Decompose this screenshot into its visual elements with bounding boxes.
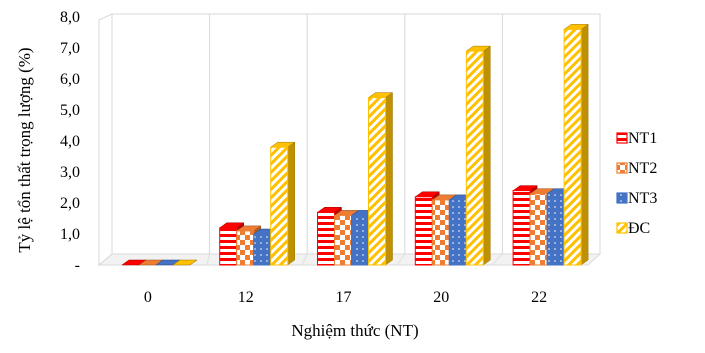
y-tick-label: 1,0 <box>60 226 80 243</box>
gridlines <box>206 14 503 266</box>
bar-front <box>465 50 484 266</box>
bar-front <box>253 233 272 266</box>
bar-front <box>317 211 335 266</box>
y-tick-label: 5,0 <box>60 102 80 119</box>
y-tick-label: 8,0 <box>60 9 80 26</box>
bar-front <box>448 199 467 266</box>
bar-front <box>563 28 582 266</box>
y-tick-label: 3,0 <box>60 164 80 181</box>
y-tick-label: - <box>75 257 80 274</box>
x-tick-label: 17 <box>336 289 352 306</box>
bar-top <box>172 259 198 266</box>
bar <box>367 92 394 266</box>
bar-front <box>236 230 255 266</box>
bar-side <box>385 92 393 266</box>
legend-label: ĐC <box>628 220 650 237</box>
legend-swatch <box>616 192 628 204</box>
y-tick-label: 6,0 <box>60 71 80 88</box>
floor-gridline <box>491 253 503 266</box>
x-axis-ticks: 0 12 17 20 22 <box>144 289 547 306</box>
legend-item: ĐC <box>616 220 650 237</box>
legend-swatch <box>616 132 628 144</box>
legend-label: NT1 <box>628 130 657 147</box>
x-axis-title: Nghiệm thức (NT) <box>291 321 418 340</box>
floor-gridline <box>396 253 406 266</box>
legend-swatch <box>616 222 628 234</box>
bars <box>121 23 589 266</box>
bar-side <box>287 141 295 266</box>
bar-front <box>529 193 548 266</box>
plot-side-wall <box>98 13 113 267</box>
bar-front <box>334 214 352 266</box>
bar-front <box>219 227 238 266</box>
floor-gridline <box>301 253 308 266</box>
bar-front <box>270 146 289 266</box>
bar-side <box>580 23 589 266</box>
bar-front <box>512 190 531 266</box>
x-tick-label: 22 <box>531 289 547 306</box>
legend-swatch <box>616 162 628 174</box>
bar <box>563 23 589 266</box>
bar <box>172 259 198 266</box>
bar-front <box>414 196 433 266</box>
bar-front <box>431 199 450 266</box>
legend-label: NT3 <box>628 190 657 207</box>
y-tick-label: 7,0 <box>60 40 80 57</box>
x-tick-label: 20 <box>433 289 449 306</box>
bar-front <box>368 97 386 266</box>
bar-side <box>483 45 491 266</box>
bar <box>269 141 296 266</box>
y-axis-title: Tỷ lệ tổn thất trọng lượng (%) <box>15 47 34 252</box>
y-axis-ticks: - 1,0 2,0 3,0 4,0 5,0 6,0 7,0 8,0 <box>60 9 80 274</box>
y-tick-label: 4,0 <box>60 133 80 150</box>
bar-front <box>351 214 369 266</box>
legend: NT1 NT2 NT3 ĐC <box>616 130 657 237</box>
y-tick-label: 2,0 <box>60 195 80 212</box>
bar-front <box>546 193 565 266</box>
legend-item: NT3 <box>616 190 657 207</box>
legend-label: NT2 <box>628 160 657 177</box>
legend-item: NT2 <box>616 160 657 177</box>
legend-item: NT1 <box>616 130 657 147</box>
bar <box>465 45 492 266</box>
x-tick-label: 12 <box>238 289 254 306</box>
floor-gridline <box>206 253 211 266</box>
x-tick-label: 0 <box>144 289 152 306</box>
